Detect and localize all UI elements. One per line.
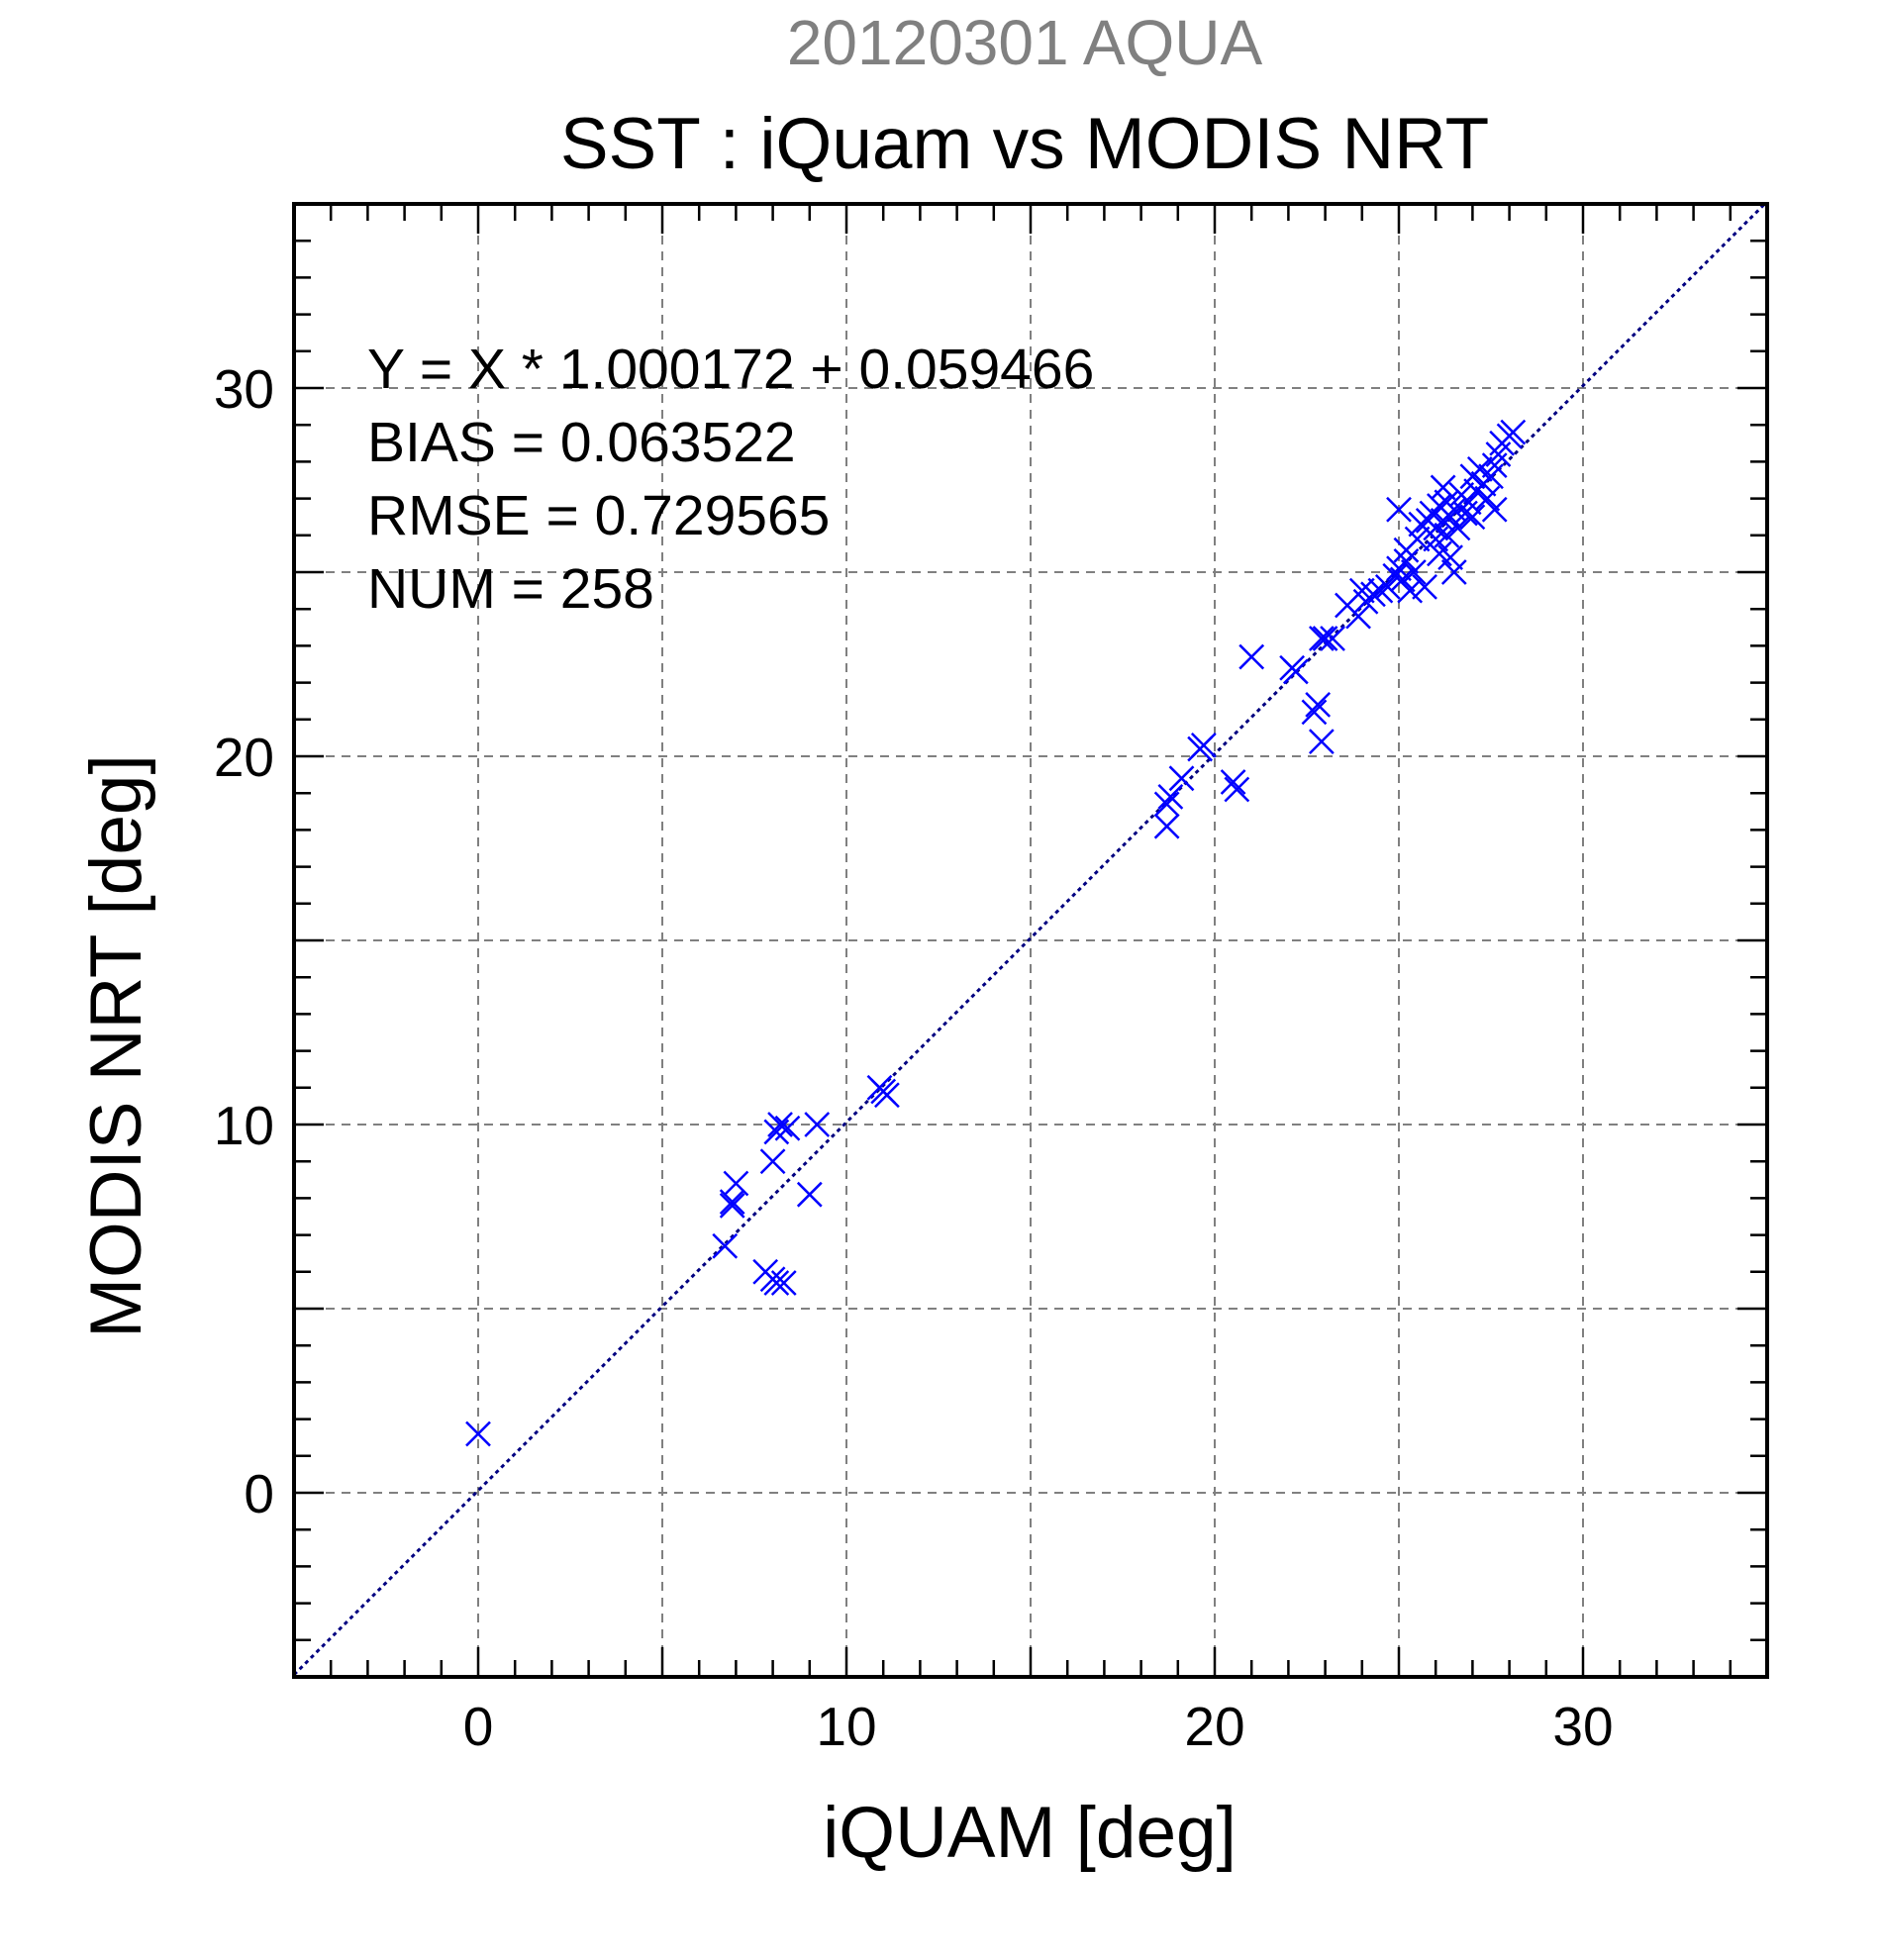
- x-tick-label: 20: [1184, 1696, 1244, 1757]
- data-point: [1168, 765, 1195, 792]
- data-point: [1220, 769, 1246, 795]
- data-point: [1386, 496, 1412, 523]
- data-point: [1430, 474, 1456, 501]
- annotation-num: NUM = 258: [367, 557, 654, 621]
- data-point: [774, 1115, 801, 1141]
- data-point: [1320, 626, 1345, 651]
- stats-annotation: Y = X * 1.000172 + 0.059466 BIAS = 0.063…: [367, 338, 1094, 621]
- data-point: [1412, 573, 1437, 600]
- data-point: [1305, 692, 1332, 718]
- data-point: [1308, 626, 1335, 651]
- data-point: [1374, 573, 1401, 600]
- data-point: [1224, 776, 1250, 803]
- annotation-bias: BIAS = 0.063522: [367, 411, 796, 474]
- data-point: [1308, 729, 1335, 755]
- data-point: [465, 1421, 491, 1447]
- data-point: [1404, 526, 1431, 552]
- x-axis-label: iQUAM [deg]: [823, 1793, 1237, 1873]
- data-point: [804, 1112, 831, 1137]
- x-tick-label: 30: [1552, 1696, 1613, 1757]
- grid: [294, 204, 1767, 1677]
- data-point: [759, 1148, 786, 1175]
- data-point: [1474, 485, 1501, 512]
- annotation-regression: Y = X * 1.000172 + 0.059466: [367, 338, 1094, 401]
- x-tick-label: 0: [463, 1696, 494, 1757]
- data-point: [723, 1170, 749, 1197]
- y-tick-label: 30: [214, 358, 274, 420]
- data-point: [1153, 813, 1180, 839]
- data-points: [465, 419, 1527, 1447]
- annotation-rmse: RMSE = 0.729565: [367, 484, 830, 547]
- data-point: [1444, 515, 1471, 541]
- data-point: [1153, 791, 1180, 818]
- data-point: [719, 1189, 745, 1216]
- chart-title: SST : iQuam vs MODIS NRT: [560, 104, 1489, 184]
- data-point: [1397, 577, 1424, 604]
- x-tick-label: 10: [816, 1696, 876, 1757]
- fit-line: [292, 202, 1766, 1676]
- data-point: [1437, 504, 1463, 531]
- data-point: [763, 1270, 790, 1296]
- y-tick-label: 0: [244, 1463, 274, 1524]
- data-point: [1301, 699, 1328, 726]
- y-tick-labels: 0 10 20 30: [214, 358, 274, 1524]
- data-point: [1393, 547, 1420, 574]
- data-point: [1437, 544, 1463, 571]
- y-axis-label: MODIS NRT [deg]: [76, 754, 156, 1338]
- data-point: [1360, 581, 1386, 608]
- fit-line-group: [292, 202, 1766, 1676]
- data-point: [874, 1082, 900, 1109]
- y-tick-label: 20: [214, 727, 274, 788]
- data-point: [1190, 732, 1217, 758]
- y-tick-label: 10: [214, 1095, 274, 1156]
- data-point: [1459, 504, 1486, 531]
- data-point: [1481, 496, 1508, 523]
- x-tick-labels: 0 10 20 30: [463, 1696, 1614, 1757]
- data-point: [719, 1192, 745, 1219]
- data-point: [1500, 419, 1527, 445]
- data-point: [767, 1112, 793, 1137]
- data-point: [796, 1181, 823, 1208]
- data-point: [1440, 559, 1467, 585]
- data-point: [1345, 603, 1371, 630]
- chart-top-title: 20120301 AQUA: [787, 7, 1263, 78]
- data-point: [1481, 452, 1508, 479]
- data-point: [1400, 559, 1427, 585]
- plot-frame: [292, 202, 1769, 1679]
- data-point: [1466, 455, 1493, 482]
- data-point: [1312, 626, 1338, 651]
- data-point: [1282, 658, 1309, 685]
- data-point: [1238, 643, 1265, 670]
- data-point: [770, 1270, 797, 1296]
- data-point: [1157, 784, 1184, 810]
- data-point: [712, 1232, 739, 1259]
